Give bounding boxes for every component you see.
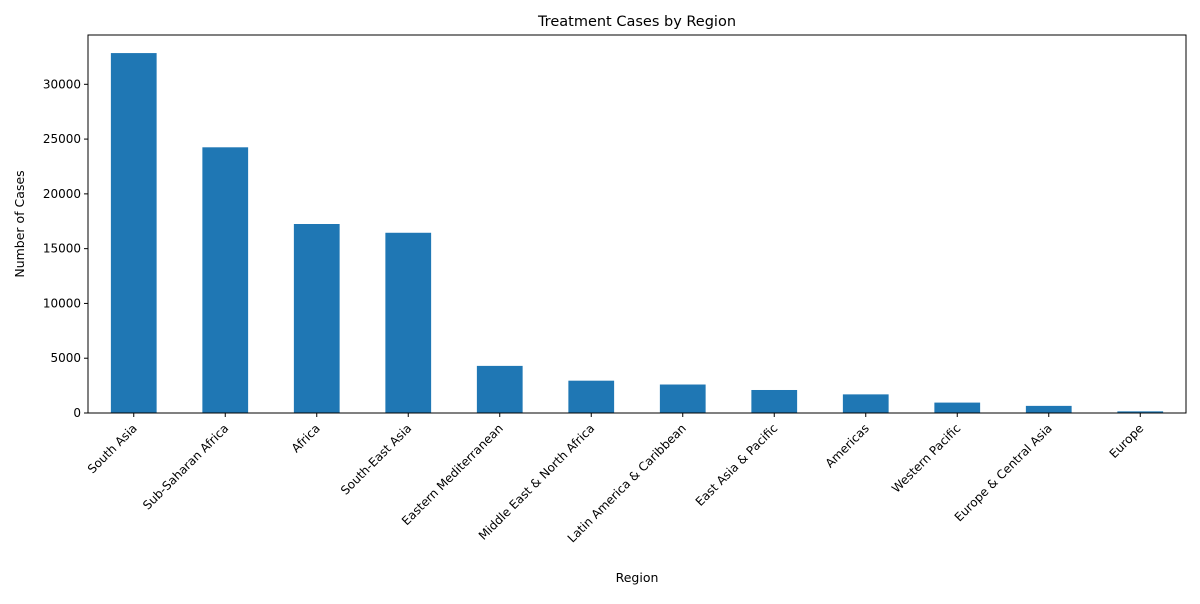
bar <box>659 384 706 413</box>
bar <box>1117 411 1164 413</box>
bars-layer <box>110 53 1164 414</box>
x-axis-label: Region <box>616 570 659 585</box>
bar <box>842 394 889 413</box>
y-tick-label: 30000 <box>43 77 81 91</box>
x-tick-label: East Asia & Pacific <box>693 421 781 509</box>
bar <box>202 147 249 413</box>
plot-frame <box>87 34 1187 414</box>
y-axis-label: Number of Cases <box>12 170 27 277</box>
bar <box>1025 405 1072 413</box>
x-tick-label: South Asia <box>85 421 140 476</box>
x-axis-ticks: South Asia Sub-Saharan Africa Africa South-… <box>85 413 1147 545</box>
x-tick-label: Europe <box>1107 421 1147 461</box>
bar <box>293 224 340 413</box>
bar <box>476 365 523 413</box>
y-axis-ticks: 0 5000 10000 15000 20000 25000 30000 <box>43 77 88 420</box>
y-tick-label: 25000 <box>43 132 81 146</box>
y-tick-label: 0 <box>73 406 81 420</box>
bar <box>110 53 157 414</box>
bar <box>934 402 981 413</box>
x-tick-label: Sub-Saharan Africa <box>140 421 231 512</box>
x-tick-label: Europe & Central Asia <box>952 421 1055 524</box>
y-tick-label: 5000 <box>50 351 81 365</box>
bar <box>385 232 432 413</box>
x-tick-label: Africa <box>289 421 323 455</box>
x-tick-label: Americas <box>823 421 872 470</box>
y-tick-label: 15000 <box>43 242 81 256</box>
bar <box>751 389 798 413</box>
x-tick-label: South-East Asia <box>338 421 414 497</box>
x-tick-label: Western Pacific <box>889 421 963 495</box>
y-tick-label: 10000 <box>43 296 81 310</box>
bar <box>568 380 615 413</box>
x-tick-label: Eastern Mediterranean <box>399 421 506 528</box>
y-tick-label: 20000 <box>43 187 81 201</box>
chart-title: Treatment Cases by Region <box>537 14 736 30</box>
